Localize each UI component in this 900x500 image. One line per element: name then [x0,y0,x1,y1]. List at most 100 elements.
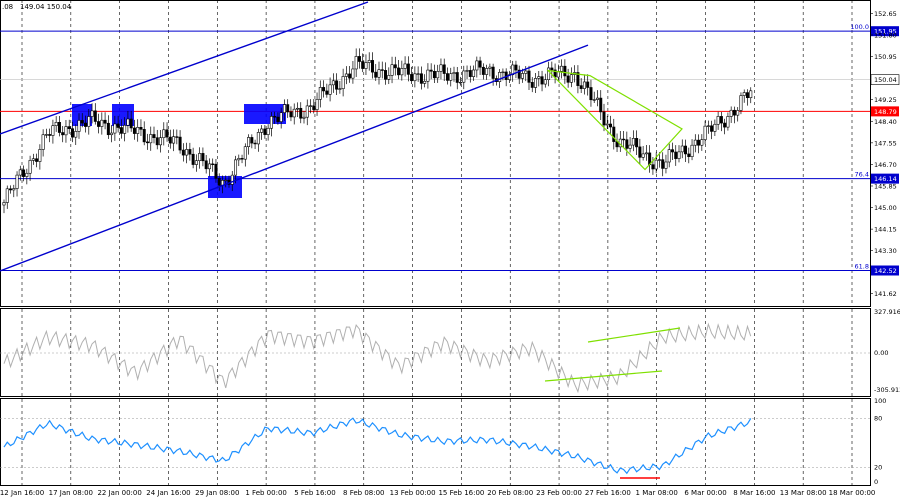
candle-body [113,123,117,134]
candle-body [168,136,172,144]
price-tick-label: 145.85 [874,182,897,190]
ohlc-readout: 149.04 150.04 [20,3,72,11]
candle-body [318,87,322,100]
candle-body [103,119,107,124]
candle-body [263,128,267,135]
candle-body [41,134,45,150]
candle-body [566,75,570,83]
candle-body [48,134,52,136]
candle-body [393,64,397,69]
candle-body [243,146,247,160]
candle-body [2,202,6,206]
rsi-layer: 100 80 20 0 [0,397,886,486]
price-tick-label: 143.30 [874,247,897,255]
candle-body [335,80,339,90]
candle-body [328,84,332,95]
candle-body [534,78,538,88]
candle-body [155,137,159,146]
candle-body [397,67,401,76]
candle-body [579,85,583,89]
trendline-layer[interactable] [0,1,683,272]
cci-top-label: 327.9163 [874,308,900,316]
candle-body [315,99,319,110]
candle-body [44,134,48,136]
time-tick-label: 23 Feb 00:00 [536,489,582,497]
candle-body [723,122,727,128]
candle-body [749,90,753,99]
candle-body [325,90,329,95]
candle-body [194,160,198,165]
cci-pane[interactable] [0,308,871,397]
candle-body [586,81,590,88]
candle-body [145,141,149,144]
candle-body [341,76,345,90]
candle-body [322,87,326,92]
candle-body [188,149,192,155]
time-axis: 12 Jan 16:00 17 Jan 08:00 22 Jan 00:00 24 J… [0,489,875,497]
candle-body [520,73,524,79]
candle-body [237,158,241,161]
candle-body [661,159,665,169]
candle-body [162,129,166,139]
level-price-tag [871,26,899,37]
candle-body [207,163,211,170]
lower-channel-line [0,44,589,272]
candle-body [602,111,606,126]
candle-body [563,65,567,77]
candle-body [250,137,254,144]
candle-body [149,134,153,144]
price-tick-label: 141.62 [874,290,897,298]
candle-body [119,127,123,134]
candle-body [432,70,436,79]
price-pane[interactable] [0,0,871,307]
candle-body [217,178,221,186]
candle-body [100,119,104,127]
candle-body [390,64,394,76]
candle-body [693,139,697,146]
candle-body [295,107,299,110]
candle-body [276,116,280,122]
level-price-tag [871,265,899,276]
time-tick-label: 13 Mar 08:00 [780,489,827,497]
candle-body [354,56,358,70]
level-price-text: 151.95 [874,28,897,36]
candle-body [116,123,120,128]
candle-body [406,63,410,75]
candle-body [211,163,215,165]
candle-body [736,110,740,116]
candle-body [654,159,658,170]
candle-body [719,116,723,124]
candle-body [70,128,74,138]
candle-body [631,138,635,146]
candle-body [459,81,463,84]
upper-channel-line [0,1,369,135]
rsi-100-label: 100 [874,397,886,405]
candle-body [595,97,599,100]
candle-body [739,95,743,111]
candle-body [426,69,430,82]
candle-body [742,92,746,96]
candle-body [517,69,521,79]
level-price-text: 146.14 [874,175,897,183]
cci-layer: 327.9163 0.00 -305.913 [0,308,900,394]
candle-body [256,132,260,145]
candle-body [234,159,238,176]
candle-body [674,151,678,159]
candle-body [253,142,257,145]
candle-body [599,97,603,113]
candle-body [289,111,293,118]
candle-body [524,70,528,74]
candle-body [713,123,717,132]
axis-labels: 152.65 151.80 150.95 149.25 148.40 147.55 146.… [870,10,897,298]
candle-body [550,67,554,71]
candle-body [175,136,179,138]
candle-body [331,80,335,86]
candle-body [680,145,684,153]
candle-body [292,108,296,118]
candle-body [22,169,26,177]
rsi-pane[interactable] [0,398,871,486]
candle-body [540,76,544,85]
candle-body [462,70,466,83]
time-tick-label: 24 Jan 16:00 [146,489,190,497]
